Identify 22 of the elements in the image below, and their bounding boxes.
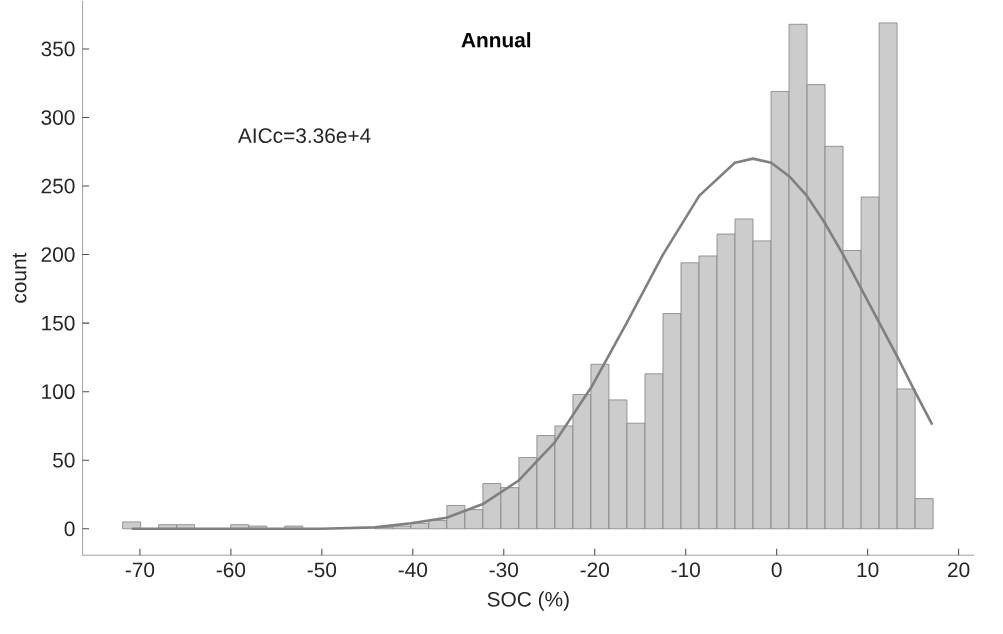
x-axis-title: SOC (%) bbox=[487, 591, 569, 611]
x-tick-label: -40 bbox=[398, 562, 428, 578]
x-tick-label: -20 bbox=[580, 562, 609, 578]
x-tick-label: -50 bbox=[307, 562, 337, 578]
y-tick-label: 50 bbox=[53, 452, 75, 468]
y-tick-label: 100 bbox=[42, 384, 75, 399]
x-tick-label: -70 bbox=[125, 562, 155, 578]
y-tick-label: 350 bbox=[41, 41, 75, 57]
x-tick-label: -30 bbox=[489, 562, 519, 578]
x-tick-label: 20 bbox=[948, 562, 970, 578]
x-tick-label: 10 bbox=[857, 562, 879, 578]
x-tick-label: 0 bbox=[771, 562, 782, 578]
text: Annual bbox=[461, 31, 531, 48]
y-tick-label: 250 bbox=[41, 178, 75, 194]
y-tick-label: 0 bbox=[64, 521, 75, 536]
y-axis-title: count bbox=[12, 252, 27, 303]
x-tick-label: -60 bbox=[216, 562, 246, 578]
y-tick-label: 150 bbox=[42, 315, 75, 331]
annotation: AICc=3.36e+4 bbox=[237, 128, 371, 143]
y-tick-label: 200 bbox=[41, 247, 75, 262]
x-tick-label: -10 bbox=[671, 562, 700, 578]
y-tick-label: 300 bbox=[41, 109, 75, 125]
